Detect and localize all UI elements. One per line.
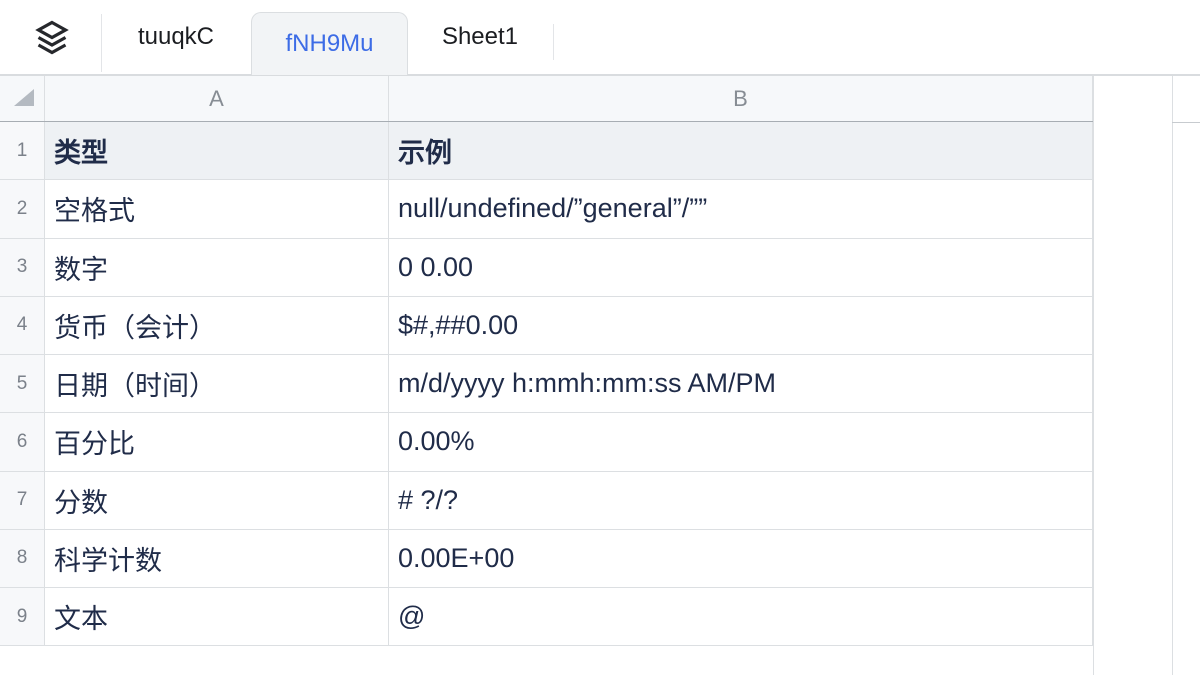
sheet-list-button[interactable]: [28, 20, 76, 60]
cell-A5[interactable]: 日期（时间）: [45, 355, 389, 414]
cell-B4[interactable]: $#,##0.00: [389, 296, 1093, 355]
cell-B8[interactable]: 0.00E+00: [389, 529, 1093, 588]
sheet-grid: A B 1 类型 示例 2 空格式 null/undefined/”genera…: [0, 75, 1200, 675]
table-row: 2 空格式 null/undefined/”general”/””: [0, 180, 1093, 239]
tabbar-divider-left: [101, 14, 102, 72]
cell-B7[interactable]: # ?/?: [389, 471, 1093, 530]
layers-icon: [31, 18, 73, 63]
select-all-triangle-icon: [14, 89, 34, 106]
cell-B3[interactable]: 0 0.00: [389, 238, 1093, 297]
rows-container: 1 类型 示例 2 空格式 null/undefined/”general”/”…: [0, 122, 1093, 647]
column-b-right-edge: [1093, 76, 1094, 675]
table-row: 4 货币（会计） $#,##0.00: [0, 296, 1093, 355]
row-header-3[interactable]: 3: [0, 238, 45, 297]
tabbar-bottom-border: [0, 74, 1200, 75]
cell-A1[interactable]: 类型: [45, 122, 389, 181]
cell-A9[interactable]: 文本: [45, 588, 389, 647]
right-header-bottom-border: [1172, 122, 1200, 123]
tabbar-divider-right: [553, 24, 554, 60]
table-row: 1 类型 示例: [0, 122, 1093, 181]
cell-B1[interactable]: 示例: [389, 122, 1093, 181]
row-header-8[interactable]: 8: [0, 529, 45, 588]
table-row: 8 科学计数 0.00E+00: [0, 529, 1093, 588]
row-header-1[interactable]: 1: [0, 122, 45, 181]
row-header-7[interactable]: 7: [0, 471, 45, 530]
cell-A6[interactable]: 百分比: [45, 413, 389, 472]
cell-B9[interactable]: @: [389, 588, 1093, 647]
column-header-b[interactable]: B: [389, 76, 1093, 121]
table-row: 5 日期（时间） m/d/yyyy h:mmh:mm:ss AM/PM: [0, 355, 1093, 414]
tab-fNH9Mu[interactable]: fNH9Mu: [251, 12, 408, 75]
row-header-5[interactable]: 5: [0, 355, 45, 414]
cell-A7[interactable]: 分数: [45, 471, 389, 530]
table-row: 9 文本 @: [0, 588, 1093, 647]
cell-A3[interactable]: 数字: [45, 238, 389, 297]
row-header-4[interactable]: 4: [0, 296, 45, 355]
cell-A2[interactable]: 空格式: [45, 180, 389, 239]
cell-B2[interactable]: null/undefined/”general”/””: [389, 180, 1093, 239]
cell-B5[interactable]: m/d/yyyy h:mmh:mm:ss AM/PM: [389, 355, 1093, 414]
tab-Sheet1[interactable]: Sheet1: [441, 23, 519, 50]
sheet-tab-bar: tuuqkC fNH9Mu Sheet1: [0, 0, 1200, 75]
cell-A8[interactable]: 科学计数: [45, 529, 389, 588]
row-header-6[interactable]: 6: [0, 413, 45, 472]
row-header-9[interactable]: 9: [0, 588, 45, 647]
column-header-a[interactable]: A: [45, 76, 389, 121]
row-header-2[interactable]: 2: [0, 180, 45, 239]
cell-A4[interactable]: 货币（会计）: [45, 296, 389, 355]
tab-tuuqkC[interactable]: tuuqkC: [137, 23, 215, 50]
cell-B6[interactable]: 0.00%: [389, 413, 1093, 472]
table-row: 6 百分比 0.00%: [0, 413, 1093, 472]
column-header-row: A B: [0, 76, 1093, 122]
table-row: 3 数字 0 0.00: [0, 238, 1093, 297]
canvas-right-edge: [1172, 76, 1173, 675]
select-all-corner[interactable]: [0, 76, 45, 121]
table-row: 7 分数 # ?/?: [0, 471, 1093, 530]
